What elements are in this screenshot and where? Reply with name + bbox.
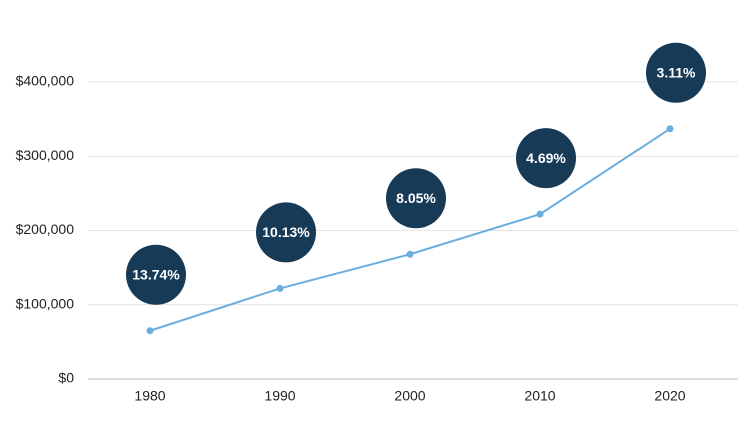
point bbox=[666, 125, 674, 133]
annotation-label: 3.11% bbox=[657, 64, 696, 80]
x-tick-label: 2000 bbox=[394, 388, 425, 404]
x-tick-label: 1990 bbox=[264, 388, 295, 404]
x-tick-label: 1980 bbox=[134, 388, 165, 404]
y-tick-label: $100,000 bbox=[16, 295, 75, 311]
annotation-bubble bbox=[126, 244, 186, 305]
y-tick-label: $0 bbox=[58, 370, 74, 386]
annotation-bubble bbox=[386, 168, 446, 229]
annotation-label: 13.74% bbox=[132, 266, 180, 282]
annotation-label: 10.13% bbox=[262, 224, 310, 240]
point bbox=[406, 250, 414, 258]
annotation-bubble bbox=[646, 42, 706, 103]
x-tick-label: 2010 bbox=[524, 388, 555, 404]
y-tick-label: $400,000 bbox=[16, 73, 75, 89]
annotation-bubble bbox=[256, 202, 316, 263]
annotation-bubble bbox=[516, 128, 576, 189]
x-tick-label: 2020 bbox=[654, 388, 685, 404]
annotation-label: 4.69% bbox=[526, 150, 566, 166]
annotation-label: 8.05% bbox=[396, 190, 436, 206]
point bbox=[146, 327, 154, 335]
line bbox=[149, 127, 671, 332]
y-tick-label: $200,000 bbox=[16, 221, 75, 237]
point bbox=[536, 210, 544, 218]
y-tick-label: $300,000 bbox=[16, 147, 75, 163]
point bbox=[276, 284, 284, 292]
